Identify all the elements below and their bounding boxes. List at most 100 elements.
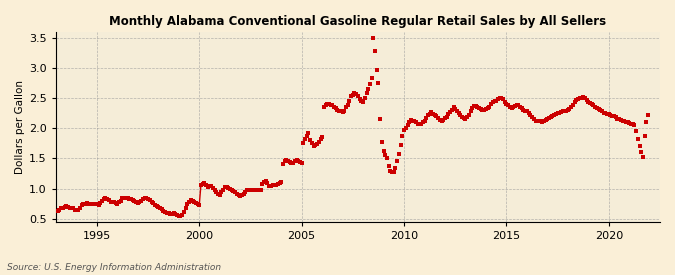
Point <box>486 102 497 106</box>
Point <box>368 36 379 40</box>
Point <box>395 143 406 147</box>
Point <box>348 92 358 97</box>
Point <box>593 107 604 111</box>
Point <box>468 104 479 108</box>
Point <box>252 188 263 192</box>
Point <box>257 182 268 186</box>
Point <box>290 159 300 163</box>
Point <box>549 113 560 117</box>
Point <box>554 111 565 115</box>
Point <box>456 115 467 120</box>
Point <box>516 106 527 111</box>
Point <box>581 98 592 102</box>
Point <box>308 144 319 148</box>
Point <box>464 113 475 117</box>
Point <box>272 182 283 186</box>
Point <box>259 180 269 184</box>
Point <box>551 112 562 116</box>
Point <box>320 103 331 107</box>
Point <box>497 97 508 102</box>
Point <box>574 96 585 100</box>
Point <box>583 100 594 104</box>
Point <box>421 116 431 120</box>
Point <box>262 181 273 185</box>
Point <box>513 103 524 108</box>
Point <box>423 113 433 117</box>
Point <box>541 118 551 122</box>
Point <box>399 127 410 132</box>
Point <box>508 104 518 109</box>
Title: Monthly Alabama Conventional Gasoline Regular Retail Sales by All Sellers: Monthly Alabama Conventional Gasoline Re… <box>109 15 607 28</box>
Point <box>547 114 558 119</box>
Point <box>291 158 302 162</box>
Point <box>250 188 261 192</box>
Point <box>325 103 336 107</box>
Point <box>332 108 343 112</box>
Point <box>587 102 597 106</box>
Point <box>407 118 418 123</box>
Point <box>281 158 292 162</box>
Point <box>323 101 334 106</box>
Point <box>390 165 401 170</box>
Point <box>450 107 460 111</box>
Point <box>561 109 572 113</box>
Point <box>419 118 430 123</box>
Point <box>322 101 333 106</box>
Point <box>500 100 510 104</box>
Point <box>590 104 601 109</box>
Point <box>306 141 317 145</box>
Point <box>298 141 308 145</box>
Point <box>518 108 529 112</box>
Point <box>338 110 348 114</box>
Point <box>352 94 363 99</box>
Point <box>529 117 539 122</box>
Point <box>543 116 554 120</box>
Point <box>526 115 537 120</box>
Point <box>301 133 312 138</box>
Point <box>600 111 611 116</box>
Point <box>414 122 425 126</box>
Point <box>474 106 485 110</box>
Point <box>394 152 404 156</box>
Point <box>448 105 459 109</box>
Point <box>612 117 623 121</box>
Point <box>465 109 476 114</box>
Point <box>319 104 329 109</box>
Point <box>607 114 618 118</box>
Point <box>569 100 580 104</box>
Point <box>576 95 587 100</box>
Point <box>271 183 281 187</box>
Point <box>552 111 563 116</box>
Point <box>433 116 443 120</box>
Point <box>619 119 630 123</box>
Point <box>246 188 257 192</box>
Point <box>293 159 304 164</box>
Point <box>294 160 305 164</box>
Point <box>269 183 280 187</box>
Point <box>312 142 323 146</box>
Point <box>609 114 620 119</box>
Point <box>265 183 276 188</box>
Point <box>511 103 522 108</box>
Point <box>317 134 327 139</box>
Point <box>470 104 481 108</box>
Point <box>487 100 498 104</box>
Point <box>493 97 504 102</box>
Point <box>636 150 647 155</box>
Point <box>358 100 369 104</box>
Point <box>627 122 638 126</box>
Point <box>367 76 377 81</box>
Point <box>426 110 437 114</box>
Point <box>591 106 602 110</box>
Point <box>392 159 403 164</box>
Point <box>300 136 310 141</box>
Point <box>572 97 583 101</box>
Point <box>598 111 609 115</box>
Point <box>410 120 421 125</box>
Point <box>387 169 398 174</box>
Point <box>639 133 650 138</box>
Point <box>597 109 608 114</box>
Point <box>501 102 512 106</box>
Point <box>602 112 613 116</box>
Point <box>542 117 553 121</box>
